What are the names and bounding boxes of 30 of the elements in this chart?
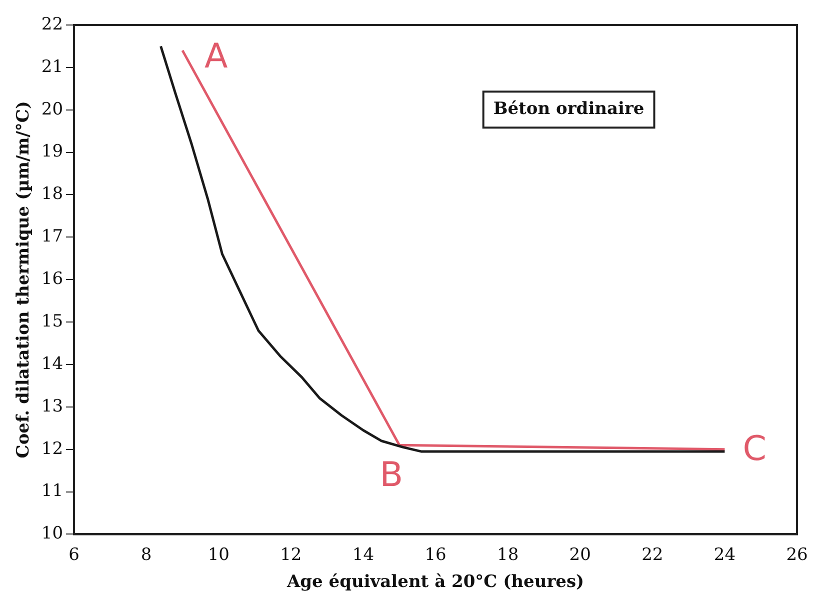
x-tick-label: 6 xyxy=(68,544,80,565)
y-tick-label: 20 xyxy=(41,99,64,120)
y-tick-label: 12 xyxy=(41,438,64,459)
x-tick-label: 22 xyxy=(642,544,664,565)
y-tick-label: 10 xyxy=(41,524,64,544)
y-tick-label: 21 xyxy=(41,56,64,77)
y-tick-label: 18 xyxy=(41,184,64,204)
annotation: Béton ordinaire xyxy=(493,98,644,119)
y-tick-label: 17 xyxy=(41,226,64,247)
annotation: C xyxy=(742,429,766,470)
y-axis-title: Coef. dilatation thermique (µm/m/°C) xyxy=(14,100,34,458)
y-tick-label: 16 xyxy=(41,269,64,290)
y-tick-label: 13 xyxy=(41,396,64,416)
y-tick-label: 14 xyxy=(41,354,64,374)
x-tick-label: 16 xyxy=(424,544,446,565)
y-tick-label: 19 xyxy=(41,142,64,162)
x-tick-label: 20 xyxy=(569,544,591,565)
x-axis-title: Age équivalent à 20°C (heures) xyxy=(286,572,584,592)
y-tick-label: 15 xyxy=(41,311,64,332)
x-tick-label: 18 xyxy=(496,544,519,565)
annotation: A xyxy=(204,36,228,76)
x-tick-label: 14 xyxy=(352,544,374,565)
x-tick-label: 8 xyxy=(140,544,152,565)
y-tick-label: 22 xyxy=(41,14,64,34)
x-tick-label: 12 xyxy=(280,544,302,565)
x-tick-label: 26 xyxy=(786,544,808,565)
y-tick-label: 11 xyxy=(41,481,64,502)
x-tick-label: 24 xyxy=(714,544,736,565)
annotation: B xyxy=(380,454,404,495)
x-tick-label: 10 xyxy=(208,544,230,565)
